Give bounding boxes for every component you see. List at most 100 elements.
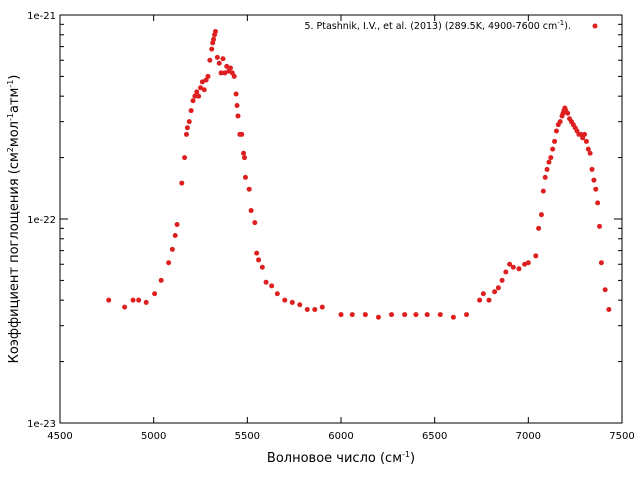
data-point <box>201 87 207 93</box>
data-point <box>582 131 588 137</box>
data-point <box>606 307 612 313</box>
data-point <box>186 119 192 125</box>
data-point <box>263 279 269 285</box>
data-point <box>172 233 178 239</box>
data-point <box>166 260 172 266</box>
legend-label: 5. Ptashnik, I.V., et al. (2013) (289.5K… <box>304 19 571 32</box>
data-point <box>216 60 222 66</box>
data-point <box>553 128 559 134</box>
x-tick-label: 5000 <box>141 431 166 442</box>
data-point <box>192 93 198 99</box>
data-point <box>199 79 205 85</box>
data-point <box>289 299 295 305</box>
data-point <box>591 177 597 183</box>
data-point <box>477 297 483 303</box>
data-point <box>136 297 142 303</box>
data-point <box>235 113 241 119</box>
plot-frame <box>59 14 623 424</box>
x-tick-label: 7000 <box>516 431 541 442</box>
data-point <box>227 65 233 71</box>
data-point <box>495 285 501 291</box>
data-point <box>241 150 247 156</box>
data-point <box>546 159 552 165</box>
data-point <box>540 188 546 194</box>
data-point <box>122 304 128 310</box>
data-point <box>242 174 248 180</box>
data-point <box>259 264 265 270</box>
data-point <box>522 261 528 267</box>
data-point <box>516 266 522 272</box>
data-point <box>312 307 318 313</box>
x-tick-label: 7500 <box>609 431 634 442</box>
data-point <box>183 131 189 137</box>
data-point <box>169 246 175 252</box>
axis-ticks <box>59 14 623 424</box>
data-point <box>231 73 237 79</box>
data-point <box>254 250 260 256</box>
data-point <box>536 225 542 231</box>
data-point <box>550 146 556 152</box>
data-point <box>304 307 310 313</box>
data-point <box>174 221 180 227</box>
data-point <box>492 289 498 295</box>
data-point <box>565 110 571 116</box>
data-point <box>597 223 603 229</box>
data-point <box>525 260 531 266</box>
y-axis-title: Коэффициент поглощения (см2мол-1атм-1) <box>6 75 22 364</box>
data-point <box>194 89 200 95</box>
data-point <box>507 261 513 267</box>
data-point <box>499 277 505 283</box>
x-tick-label: 6000 <box>328 431 353 442</box>
data-point <box>207 57 213 63</box>
data-point <box>598 260 604 266</box>
data-point <box>486 297 492 303</box>
x-tick-label: 4500 <box>47 431 72 442</box>
data-point <box>480 291 486 297</box>
data-point <box>130 297 136 303</box>
data-point <box>212 29 218 35</box>
data-points <box>106 29 612 320</box>
data-point <box>585 146 591 152</box>
data-point <box>218 70 224 76</box>
data-point <box>542 174 548 180</box>
data-point <box>349 312 355 318</box>
data-point <box>552 138 558 144</box>
x-tick-label: 6500 <box>422 431 447 442</box>
data-point <box>510 264 516 270</box>
data-point <box>583 138 589 144</box>
data-point <box>188 108 194 114</box>
data-point <box>220 56 226 62</box>
data-point <box>557 119 563 125</box>
data-point <box>239 131 245 137</box>
x-axis-title: Волновое число (см-1) <box>267 450 415 466</box>
data-point <box>503 269 509 275</box>
data-point <box>214 54 220 60</box>
data-point <box>593 186 599 192</box>
tick-labels: 4500 5000 5500 6000 6500 7000 7500 1e-23 1e-22 1e… <box>27 11 635 442</box>
data-point <box>338 312 344 318</box>
data-point <box>544 166 550 172</box>
data-point <box>196 93 202 99</box>
data-point <box>246 186 252 192</box>
legend-marker <box>592 23 598 29</box>
data-point <box>402 312 408 318</box>
data-point <box>224 63 230 69</box>
data-point <box>233 91 239 97</box>
data-point <box>548 155 554 161</box>
y-tick-label: 1e-23 <box>27 419 56 430</box>
y-tick-label: 1e-22 <box>27 215 56 226</box>
data-point <box>211 36 217 42</box>
data-point <box>533 253 539 259</box>
data-point <box>143 299 149 305</box>
data-point <box>256 257 262 263</box>
y-tick-label: 1e-21 <box>27 11 56 22</box>
data-point <box>424 312 430 318</box>
data-point <box>190 98 196 104</box>
data-point <box>450 314 456 320</box>
data-point <box>209 46 215 52</box>
data-point <box>152 291 158 297</box>
data-point <box>362 312 368 318</box>
data-point <box>269 283 275 289</box>
data-point <box>242 155 248 161</box>
